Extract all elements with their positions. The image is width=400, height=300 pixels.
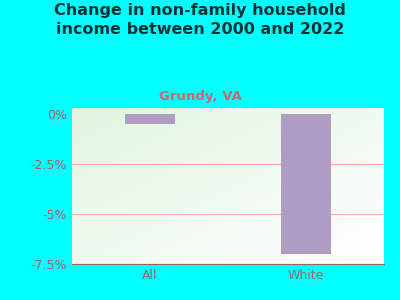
Bar xyxy=(281,114,331,254)
Text: Grundy, VA: Grundy, VA xyxy=(158,90,242,103)
Text: Change in non-family household
income between 2000 and 2022: Change in non-family household income be… xyxy=(54,3,346,37)
Bar xyxy=(125,114,175,124)
